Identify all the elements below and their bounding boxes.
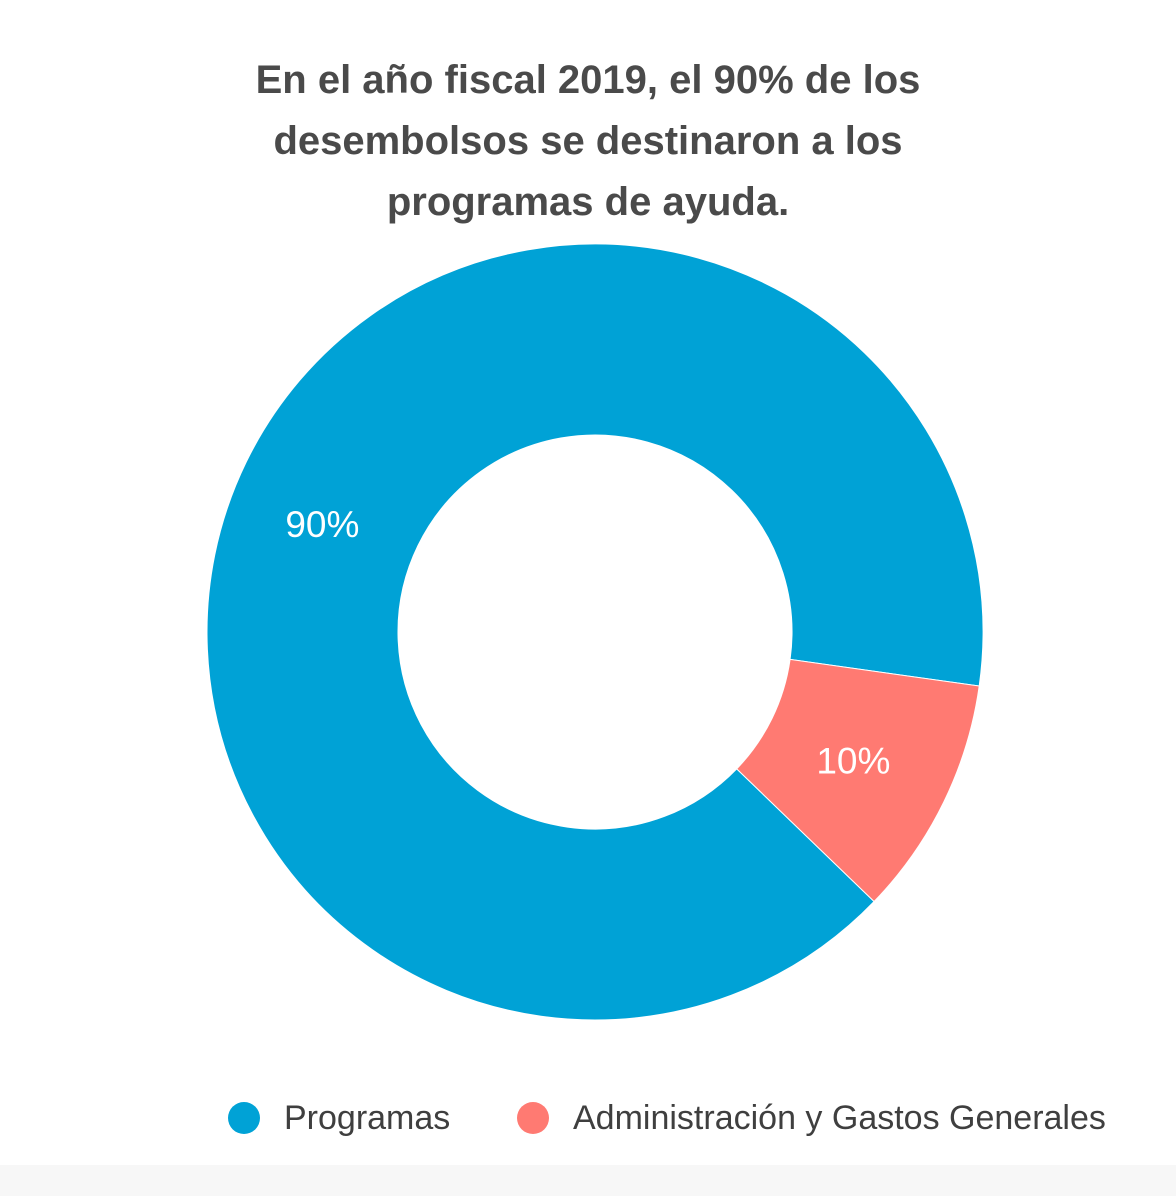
data-label-administracion: 10% [816,740,890,781]
chart-title-line: desembolsos se destinaron a los [273,119,903,163]
slice-programas[interactable] [206,243,984,1021]
chart-title-line: En el año fiscal 2019, el 90% de los [255,58,921,102]
legend-label-programas: Programas [284,1098,451,1137]
legend-label-administracion: Administración y Gastos Generales [573,1098,1106,1137]
legend-swatch-programas [228,1102,260,1134]
data-label-programas: 90% [285,504,359,545]
legend-swatch-administracion [517,1102,549,1134]
chart-title-line: programas de ayuda. [386,180,790,224]
slice-administracion[interactable] [736,658,980,903]
legend-item-programas[interactable]: Programas [228,1093,450,1143]
chart-legend: Programas Administración y Gastos Genera… [0,1093,1176,1143]
legend-item-administracion[interactable]: Administración y Gastos Generales [517,1093,1106,1143]
bottom-strip [0,1165,1176,1196]
chart-title: En el año fiscal 2019, el 90% de los des… [0,50,1176,233]
